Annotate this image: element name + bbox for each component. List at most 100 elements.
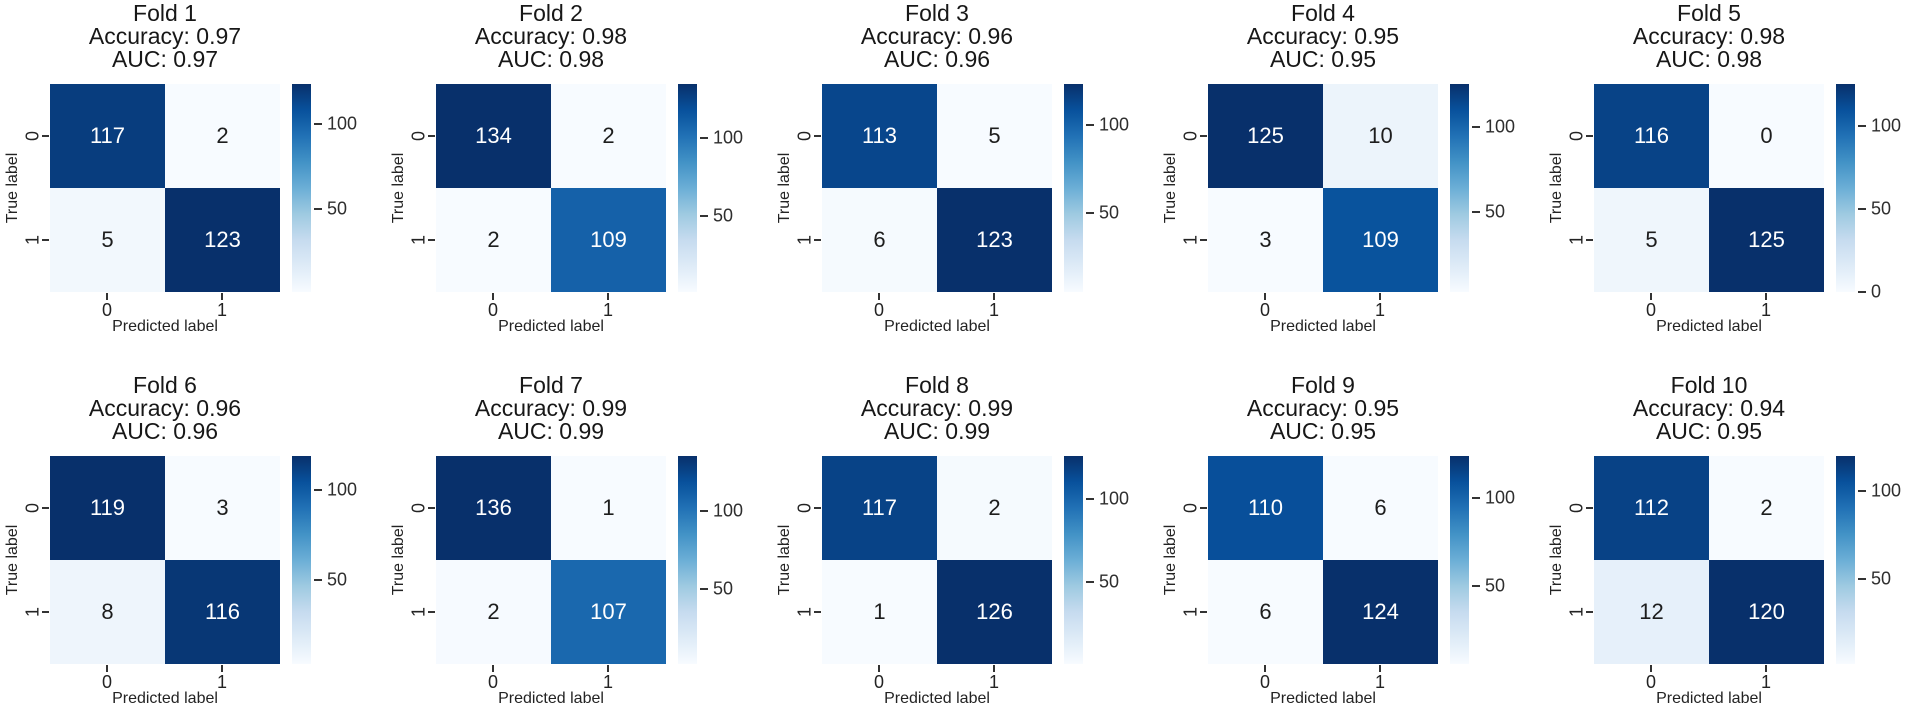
- colorbar: [1450, 456, 1469, 664]
- fold-accuracy: Accuracy: 0.96: [88, 395, 242, 421]
- cell-value: 120: [1748, 599, 1785, 624]
- colorbar: [678, 456, 697, 664]
- fold-subplot-3: Fold 3 Accuracy: 0.96 AUC: 0.96 True lab…: [772, 0, 1158, 359]
- cell-value: 2: [1760, 495, 1773, 520]
- y-tick-mark: [1586, 239, 1593, 241]
- heatmap-cell: 109: [551, 188, 666, 292]
- fold-subplot-10: Fold 10 Accuracy: 0.94 AUC: 0.95 True la…: [1544, 359, 1930, 718]
- y-tick-label: 0: [408, 130, 429, 142]
- confusion-matrix: 136 1 2 107: [436, 456, 666, 664]
- fold-accuracy: Accuracy: 0.96: [860, 23, 1014, 49]
- fold-auc: AUC: 0.97: [111, 46, 219, 72]
- colorbar-tick-label: 100: [1485, 116, 1516, 137]
- x-tick-label: 0: [873, 300, 885, 320]
- cell-value: 116: [1633, 123, 1670, 148]
- confusion-matrix: 112 2 12 120: [1594, 456, 1824, 664]
- cell-value: 109: [590, 227, 627, 252]
- fold-title-block: Fold 2 Accuracy: 0.98 AUC: 0.98: [426, 2, 676, 71]
- y-tick-label: 0: [794, 130, 815, 142]
- y-tick-mark: [1586, 135, 1593, 137]
- cell-value: 119: [89, 495, 126, 520]
- y-tick-label: 1: [1180, 606, 1201, 618]
- fold-subplot-6: Fold 6 Accuracy: 0.96 AUC: 0.96 True lab…: [0, 359, 386, 718]
- y-axis-label: True label: [4, 524, 21, 596]
- colorbar: [292, 84, 311, 292]
- heatmap-cell: 8: [50, 560, 165, 664]
- colorbar-tick-mark: [1086, 123, 1094, 126]
- x-tick-label: 0: [1259, 672, 1271, 692]
- y-tick-mark: [428, 611, 435, 613]
- cell-value: 123: [976, 227, 1013, 252]
- colorbar-tick-label: 50: [327, 198, 348, 219]
- fold-title: Fold 8: [905, 372, 969, 398]
- fold-accuracy: Accuracy: 0.98: [474, 23, 628, 49]
- cell-value: 2: [602, 123, 615, 148]
- y-tick-mark: [814, 239, 821, 241]
- heatmap-cell: 134: [436, 84, 551, 188]
- x-tick-mark: [607, 293, 609, 300]
- y-tick-mark: [1200, 611, 1207, 613]
- x-tick-mark: [607, 665, 609, 672]
- cell-value: 12: [1639, 599, 1664, 624]
- heatmap-cell: 3: [1208, 188, 1323, 292]
- fold-accuracy: Accuracy: 0.99: [474, 395, 628, 421]
- cell-value: 109: [1362, 227, 1399, 252]
- colorbar-tick-label: 0: [1871, 281, 1882, 302]
- x-tick-mark: [221, 665, 223, 672]
- colorbar-tick-label: 50: [713, 578, 734, 598]
- colorbar-tick-label: 100: [1871, 480, 1902, 501]
- y-axis-label: True label: [390, 524, 407, 596]
- heatmap-cell: 110: [1208, 456, 1323, 560]
- heatmap-cell: 123: [165, 188, 280, 292]
- y-tick-label: 0: [1180, 502, 1201, 514]
- y-tick-mark: [1586, 507, 1593, 509]
- cell-value: 8: [101, 599, 114, 624]
- x-axis-label: Predicted label: [498, 318, 604, 335]
- x-tick-mark: [492, 293, 494, 300]
- cell-value: 2: [487, 227, 500, 252]
- fold-title: Fold 7: [519, 372, 583, 398]
- y-tick-mark: [42, 135, 49, 137]
- x-tick-label: 0: [101, 300, 113, 320]
- colorbar-tick-mark: [1472, 497, 1480, 500]
- y-tick-label: 1: [1566, 234, 1587, 246]
- x-tick-mark: [993, 293, 995, 300]
- heatmap-cell: 112: [1594, 456, 1709, 560]
- colorbar: [1064, 456, 1083, 664]
- cell-value: 2: [988, 495, 1001, 520]
- cell-value: 10: [1368, 123, 1393, 148]
- cell-value: 5: [101, 227, 114, 252]
- fold-auc: AUC: 0.98: [497, 46, 605, 72]
- y-tick-mark: [1200, 135, 1207, 137]
- y-tick-mark: [42, 611, 49, 613]
- fold-subplot-5: Fold 5 Accuracy: 0.98 AUC: 0.98 True lab…: [1544, 0, 1930, 359]
- heatmap-cell: 2: [436, 560, 551, 664]
- y-tick-label: 1: [794, 234, 815, 246]
- x-tick-mark: [1379, 293, 1381, 300]
- confusion-matrix: 116 0 5 125: [1594, 84, 1824, 292]
- cell-value: 116: [204, 599, 241, 624]
- heatmap-cell: 124: [1323, 560, 1438, 664]
- heatmap-cell: 113: [822, 84, 937, 188]
- colorbar-tick-mark: [700, 215, 708, 218]
- colorbar-tick-mark: [700, 587, 708, 590]
- fold-accuracy: Accuracy: 0.98: [1632, 23, 1786, 49]
- x-axis-label: Predicted label: [884, 690, 990, 707]
- fold-title: Fold 1: [133, 0, 197, 26]
- x-tick-label: 1: [1374, 672, 1386, 692]
- fold-title-block: Fold 3 Accuracy: 0.96 AUC: 0.96: [812, 2, 1062, 71]
- fold-title: Fold 3: [905, 0, 969, 26]
- x-tick-mark: [106, 293, 108, 300]
- cell-value: 112: [1633, 495, 1670, 520]
- fold-accuracy: Accuracy: 0.94: [1632, 395, 1786, 421]
- fold-title-block: Fold 8 Accuracy: 0.99 AUC: 0.99: [812, 374, 1062, 443]
- fold-title-block: Fold 9 Accuracy: 0.95 AUC: 0.95: [1198, 374, 1448, 443]
- colorbar-tick-label: 100: [1099, 114, 1130, 135]
- confusion-matrix: 117 2 1 126: [822, 456, 1052, 664]
- y-tick-mark: [1200, 239, 1207, 241]
- y-tick-mark: [814, 507, 821, 509]
- fold-auc: AUC: 0.96: [883, 46, 991, 72]
- colorbar-tick-mark: [1086, 211, 1094, 214]
- colorbar-tick-label: 50: [1099, 202, 1120, 223]
